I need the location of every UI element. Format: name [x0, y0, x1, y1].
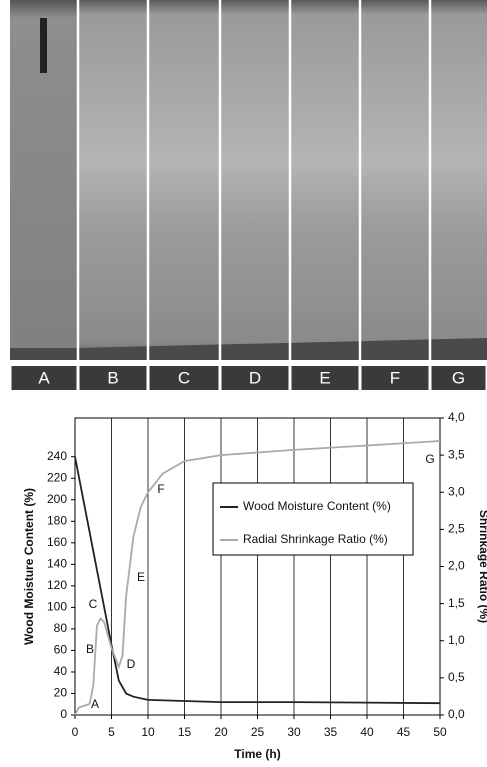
x-tick-label: 35	[324, 725, 338, 739]
y-tick-label: 40	[54, 664, 68, 678]
y-tick-label: 220	[47, 470, 67, 484]
y-tick-label: 120	[47, 578, 67, 592]
annotation: A	[91, 697, 99, 711]
annotation: B	[86, 642, 94, 656]
x-axis-label: Time (h)	[234, 747, 280, 761]
y2-tick-label: 4,0	[448, 410, 465, 424]
y2-tick-label: 3,0	[448, 484, 465, 498]
separators	[76, 0, 432, 360]
x-tick-label: 25	[251, 725, 265, 739]
label-box	[291, 366, 359, 390]
y2-tick-label: 0,5	[448, 670, 465, 684]
label-box	[361, 366, 429, 390]
y2-tick-label: 2,5	[448, 522, 465, 536]
chart: 0 5 10 15 20 25 30 35 40 45 50 0 20 40 60 80 100 120 140 16…	[22, 410, 487, 761]
legend-label: Radial Shrinkage Ratio (%)	[243, 532, 388, 546]
wood-edge	[10, 338, 487, 360]
y-tick-label: 200	[47, 492, 67, 506]
y2-tick-label: 2,0	[448, 559, 465, 573]
y-tick-label: 20	[54, 686, 68, 700]
x-tick-label: 0	[72, 725, 79, 739]
scale-bar	[40, 18, 47, 73]
legend-box	[212, 482, 414, 556]
label-box	[11, 366, 77, 390]
label-box	[221, 366, 289, 390]
y-tick-label: 240	[47, 449, 67, 463]
x-tick-label: 15	[178, 725, 192, 739]
panel-label: C	[178, 368, 190, 387]
y-tick-label: 60	[54, 643, 68, 657]
annotation: C	[89, 597, 98, 611]
label-box	[79, 366, 147, 390]
annotation: G	[425, 452, 434, 466]
x-tick-label: 20	[214, 725, 228, 739]
x-tick-label: 45	[397, 725, 411, 739]
x-tick-label: 50	[433, 725, 447, 739]
y-tick-label: 140	[47, 557, 67, 571]
panel-label: D	[249, 368, 261, 387]
legend-label: Wood Moisture Content (%)	[243, 499, 391, 513]
wood-image	[10, 0, 487, 360]
panel-label: A	[38, 368, 50, 387]
y2-tick-label: 1,0	[448, 633, 465, 647]
series-line	[74, 440, 441, 716]
annotation: E	[137, 570, 145, 584]
x-tick-label: 40	[360, 725, 374, 739]
y2-tick-label: 0,0	[448, 707, 465, 721]
label-box	[431, 366, 486, 390]
annotation: D	[127, 657, 136, 671]
x-tick-label: 30	[287, 725, 301, 739]
panel-label: F	[390, 368, 400, 387]
annotation: F	[157, 482, 164, 496]
plot-frame	[74, 417, 441, 716]
y-axis-label: Wood Moisture Content (%)	[22, 488, 36, 645]
y2-tick-label: 3,5	[448, 447, 465, 461]
x-tick-label: 10	[141, 725, 155, 739]
y2-tick-label: 1,5	[448, 596, 465, 610]
y-tick-label: 0	[60, 707, 67, 721]
y-tick-label: 80	[54, 621, 68, 635]
panel-label: G	[452, 368, 465, 387]
label-box	[149, 366, 219, 390]
y-tick-label: 160	[47, 535, 67, 549]
panel-label: B	[107, 368, 118, 387]
wood-strip	[10, 0, 487, 360]
y2-axis-label: Shrinkage Ratio (%)	[477, 510, 487, 623]
x-tick-label: 5	[108, 725, 115, 739]
panel-label: E	[319, 368, 330, 387]
panel-labels: A B C D E F G	[11, 366, 486, 390]
series-line	[74, 456, 441, 705]
y-tick-label: 180	[47, 513, 67, 527]
y-tick-label: 100	[47, 600, 67, 614]
